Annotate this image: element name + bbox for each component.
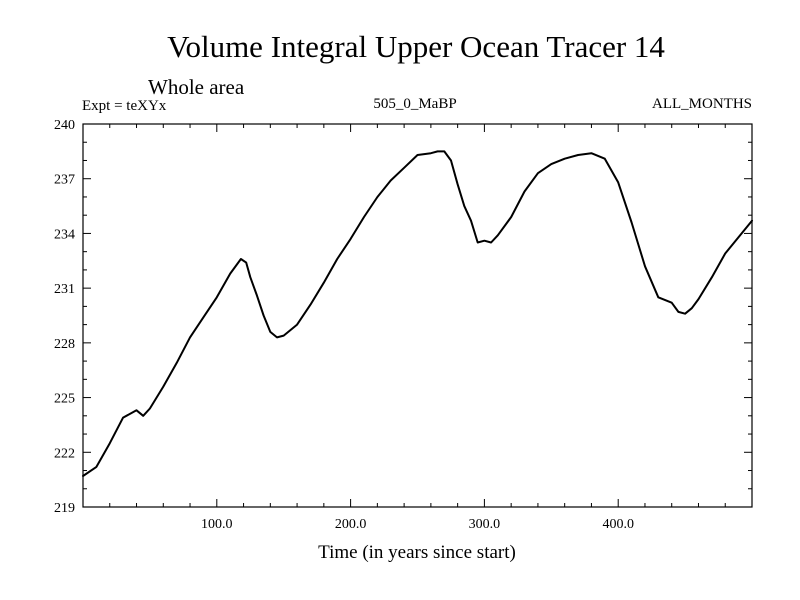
y-tick-label: 219 [54,501,75,516]
y-tick-label: 240 [54,118,75,133]
x-tick-labels: 100.0 200.0 300.0 400.0 [201,517,634,532]
months-label: ALL_MONTHS [652,96,752,112]
expt-label: Expt = teXYx [82,98,167,114]
y-tick-label: 237 [54,173,75,188]
x-tick-label: 300.0 [469,517,501,532]
plot-frame [82,123,753,508]
chart-subtitle: Whole area [148,75,245,99]
y-tick-label: 231 [54,282,75,297]
y-tick-label: 225 [54,392,75,407]
y-tick-labels: 219 222 225 228 231 234 237 240 [54,118,75,516]
y-tick-label: 228 [54,337,75,352]
x-tick-label: 400.0 [602,517,634,532]
series-line [82,150,753,477]
chart-title: Volume Integral Upper Ocean Tracer 14 [167,29,665,64]
x-tick-label: 100.0 [201,517,233,532]
x-axis-label: Time (in years since start) [318,542,516,563]
run-label: 505_0_MaBP [373,96,456,112]
y-tick-label: 222 [54,446,75,461]
axis-ticks [83,123,752,508]
y-tick-label: 234 [54,227,75,242]
x-tick-label: 200.0 [335,517,367,532]
